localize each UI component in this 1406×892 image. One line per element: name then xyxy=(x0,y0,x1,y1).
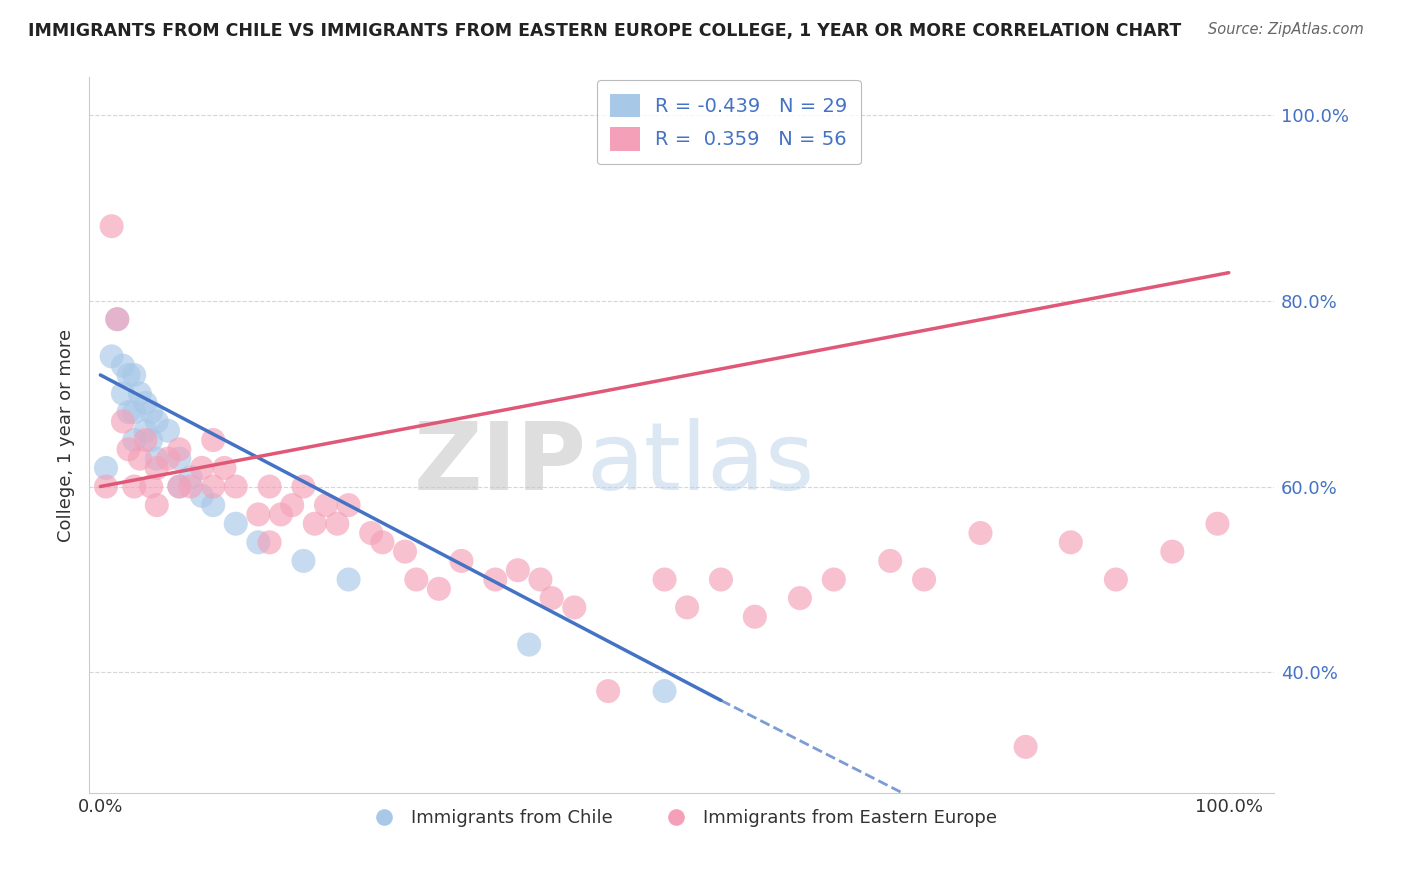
Point xyxy=(360,526,382,541)
Point xyxy=(202,479,225,493)
Point xyxy=(169,442,191,457)
Point xyxy=(191,489,214,503)
Point xyxy=(598,684,620,698)
Point xyxy=(304,516,326,531)
Point xyxy=(134,424,156,438)
Point xyxy=(823,573,845,587)
Point xyxy=(517,638,540,652)
Point xyxy=(139,479,162,493)
Point xyxy=(180,479,202,493)
Point xyxy=(654,573,676,587)
Point xyxy=(202,498,225,512)
Point xyxy=(117,368,139,382)
Point xyxy=(139,405,162,419)
Point xyxy=(562,600,585,615)
Point xyxy=(259,479,281,493)
Point xyxy=(315,498,337,512)
Point xyxy=(94,479,117,493)
Point xyxy=(105,312,128,326)
Point xyxy=(1060,535,1083,549)
Point xyxy=(292,554,315,568)
Point xyxy=(450,554,472,568)
Point xyxy=(529,573,551,587)
Point xyxy=(139,433,162,447)
Point xyxy=(1206,516,1229,531)
Point xyxy=(94,461,117,475)
Point xyxy=(105,312,128,326)
Point xyxy=(427,582,450,596)
Point xyxy=(169,479,191,493)
Point xyxy=(100,350,122,364)
Point xyxy=(292,479,315,493)
Point xyxy=(122,479,145,493)
Point xyxy=(180,470,202,484)
Point xyxy=(128,451,150,466)
Point xyxy=(247,535,270,549)
Point xyxy=(111,359,134,373)
Legend: Immigrants from Chile, Immigrants from Eastern Europe: Immigrants from Chile, Immigrants from E… xyxy=(359,802,1004,834)
Point xyxy=(157,424,180,438)
Point xyxy=(912,573,935,587)
Point xyxy=(969,526,991,541)
Point xyxy=(326,516,349,531)
Text: Source: ZipAtlas.com: Source: ZipAtlas.com xyxy=(1208,22,1364,37)
Text: ZIP: ZIP xyxy=(413,418,586,510)
Point xyxy=(259,535,281,549)
Point xyxy=(157,451,180,466)
Point xyxy=(146,461,169,475)
Point xyxy=(111,386,134,401)
Point xyxy=(225,479,247,493)
Point xyxy=(337,573,360,587)
Text: IMMIGRANTS FROM CHILE VS IMMIGRANTS FROM EASTERN EUROPE COLLEGE, 1 YEAR OR MORE : IMMIGRANTS FROM CHILE VS IMMIGRANTS FROM… xyxy=(28,22,1181,40)
Point xyxy=(1014,739,1036,754)
Point xyxy=(100,219,122,234)
Point xyxy=(506,563,529,577)
Point xyxy=(281,498,304,512)
Point xyxy=(1161,544,1184,558)
Point xyxy=(117,405,139,419)
Point xyxy=(710,573,733,587)
Point xyxy=(122,433,145,447)
Point xyxy=(214,461,236,475)
Point xyxy=(146,414,169,428)
Point xyxy=(122,405,145,419)
Point xyxy=(789,591,811,606)
Point xyxy=(879,554,901,568)
Point xyxy=(247,508,270,522)
Text: atlas: atlas xyxy=(586,418,815,510)
Point xyxy=(169,451,191,466)
Point xyxy=(270,508,292,522)
Point xyxy=(337,498,360,512)
Point xyxy=(405,573,427,587)
Point xyxy=(111,414,134,428)
Point xyxy=(1105,573,1128,587)
Point xyxy=(122,368,145,382)
Point xyxy=(540,591,562,606)
Point xyxy=(371,535,394,549)
Point xyxy=(202,433,225,447)
Point xyxy=(128,386,150,401)
Point xyxy=(394,544,416,558)
Point xyxy=(134,433,156,447)
Point xyxy=(744,609,766,624)
Point xyxy=(676,600,699,615)
Point xyxy=(191,461,214,475)
Point xyxy=(134,396,156,410)
Point xyxy=(654,684,676,698)
Point xyxy=(117,442,139,457)
Point xyxy=(484,573,506,587)
Point xyxy=(146,498,169,512)
Point xyxy=(146,451,169,466)
Point xyxy=(169,479,191,493)
Point xyxy=(225,516,247,531)
Y-axis label: College, 1 year or more: College, 1 year or more xyxy=(58,329,75,542)
